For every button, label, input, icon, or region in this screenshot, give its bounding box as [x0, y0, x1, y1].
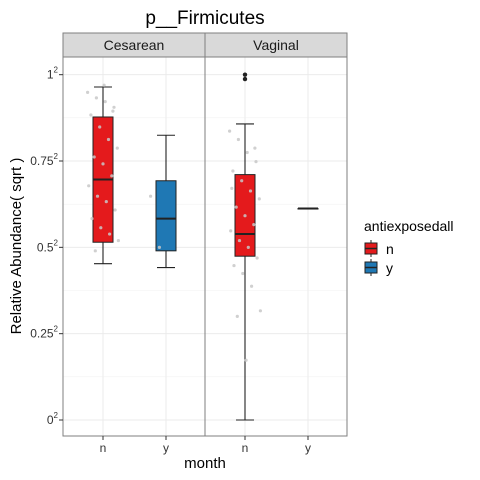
- jitter-point: [250, 284, 254, 288]
- jitter-point: [90, 217, 94, 221]
- jitter-point: [236, 137, 240, 142]
- legend-key-n: [364, 240, 378, 257]
- x-tick-label: n: [100, 441, 107, 455]
- panel-background: [63, 57, 205, 436]
- facet-strip-label: Cesarean: [104, 37, 165, 53]
- jitter-point: [157, 245, 161, 249]
- jitter-point: [237, 238, 242, 243]
- outlier-point: [242, 72, 248, 77]
- jitter-point: [111, 109, 115, 113]
- jitter-point: [98, 125, 102, 129]
- panel-background: [205, 57, 347, 436]
- jitter-point: [87, 184, 91, 188]
- jitter-point: [103, 100, 107, 104]
- x-tick-label: y: [305, 441, 311, 455]
- jitter-point: [89, 113, 93, 117]
- jitter-point: [243, 214, 247, 218]
- jitter-point: [229, 229, 233, 233]
- facet-strip: [204, 32, 348, 58]
- panel-border: [204, 56, 348, 437]
- x-tick-label: y: [163, 441, 169, 455]
- jitter-point: [116, 238, 120, 243]
- jitter-point: [112, 105, 116, 109]
- jitter-point: [106, 137, 111, 142]
- jitter-point: [232, 263, 236, 268]
- jitter-point: [235, 314, 239, 319]
- y-axis-title: Relative Abundance( sqrt ): [8, 158, 25, 335]
- jitter-point: [110, 174, 114, 178]
- jitter-point: [257, 197, 261, 201]
- jitter-point: [254, 159, 258, 164]
- facet-strip-label: Vaginal: [253, 37, 299, 53]
- jitter-point: [253, 146, 257, 150]
- jitter-point: [115, 146, 119, 150]
- jitter-point: [245, 150, 249, 155]
- jitter-point: [231, 169, 235, 173]
- jitter-point: [101, 162, 105, 166]
- box-cesarean-y: [149, 134, 177, 269]
- jitter-point: [113, 208, 117, 212]
- jitter-point: [241, 271, 245, 276]
- jitter-point: [99, 226, 103, 230]
- jitter-point: [228, 129, 232, 133]
- box-iqr: [155, 180, 177, 252]
- y-tick-label: 02: [47, 411, 59, 427]
- facet-panels: Cesarean Vaginal: [62, 32, 348, 437]
- box-vaginal-y: [297, 207, 319, 210]
- jitter-point: [240, 179, 244, 183]
- outlier-point: [242, 76, 248, 82]
- legend-label-y: y: [386, 260, 393, 276]
- jitter-point: [149, 194, 153, 198]
- jitter-point: [108, 232, 112, 236]
- y-tick-label: 12: [47, 66, 59, 82]
- jitter-point: [248, 189, 253, 193]
- jitter-point: [94, 96, 98, 100]
- jitter-point: [93, 249, 97, 253]
- jitter-point: [258, 309, 262, 313]
- legend-title: antiexposedall: [364, 218, 454, 234]
- jitter-point: [246, 245, 250, 249]
- jitter-point: [102, 83, 106, 87]
- facet-cesarean: Cesarean: [62, 32, 206, 437]
- jitter-point: [244, 358, 248, 362]
- jitter-point: [86, 90, 90, 95]
- y-tick-label: 0.752: [30, 152, 58, 168]
- box-vaginal-n: [228, 72, 262, 421]
- x-tick-label: n: [242, 441, 249, 455]
- x-axis-title: month: [184, 455, 226, 472]
- jitter-point: [95, 194, 100, 198]
- facet-strip: [62, 32, 206, 58]
- jitter-point: [104, 200, 108, 204]
- y-axis: 02 0.252 0.52 0.752 12: [30, 66, 63, 427]
- y-tick-label: 0.252: [30, 325, 58, 341]
- legend-key-y: [364, 259, 378, 276]
- jitter-point: [234, 205, 238, 209]
- legend: antiexposedall ny: [364, 218, 454, 276]
- box-cesarean-n: [86, 83, 120, 265]
- facet-vaginal: Vaginal: [204, 32, 348, 437]
- chart-title: p__Firmicutes: [145, 8, 264, 29]
- y-tick-label: 0.52: [37, 238, 59, 254]
- jitter-point: [255, 256, 259, 260]
- jitter-point: [230, 186, 234, 190]
- jitter-point: [252, 223, 256, 227]
- legend-label-n: n: [386, 241, 394, 257]
- jitter-point: [92, 155, 96, 159]
